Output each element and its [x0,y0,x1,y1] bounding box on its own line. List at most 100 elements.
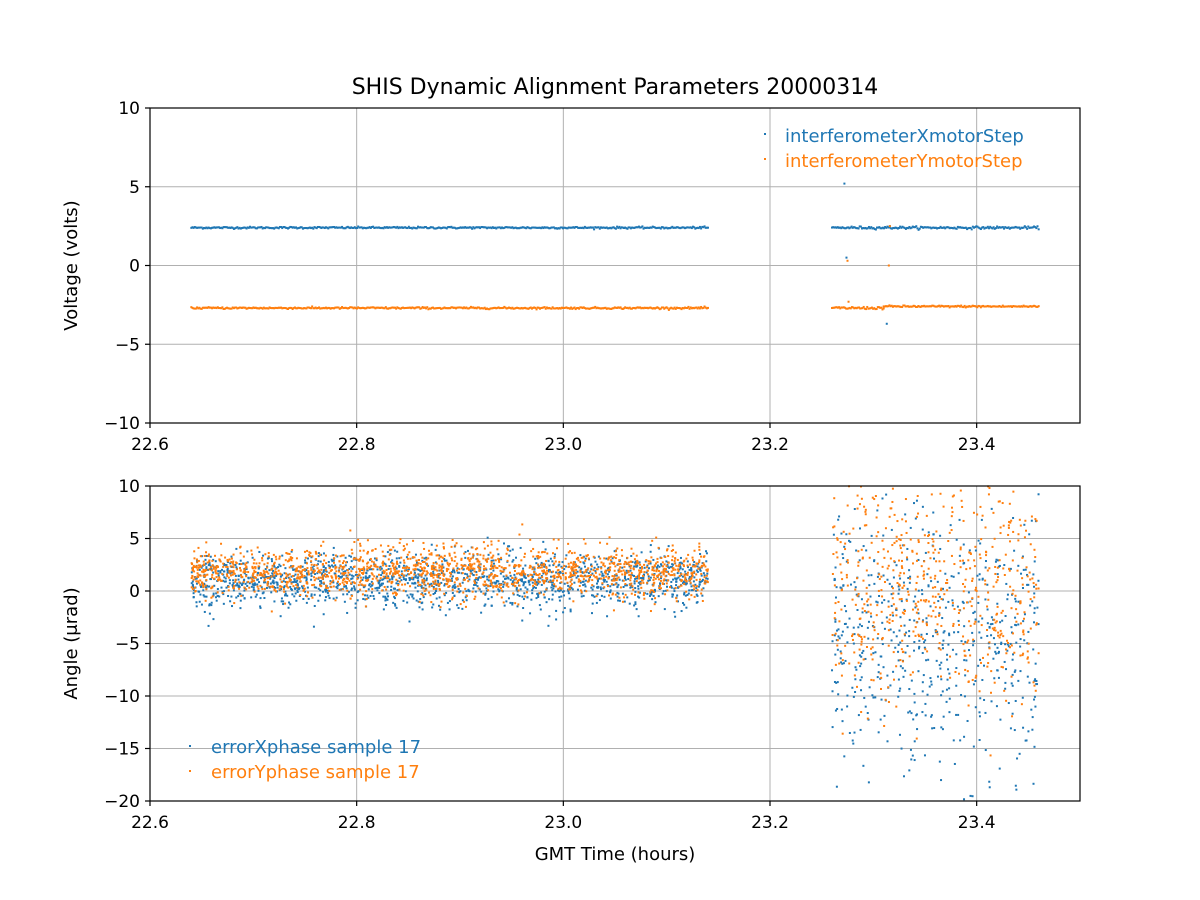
voltage-point-y [990,305,993,308]
angle-point-y [417,562,420,565]
angle-point-y [521,573,524,576]
angle-point-x [948,687,951,690]
angle-point-x [983,698,986,701]
voltage-point-y [650,307,653,310]
angle-point-x [909,526,912,529]
angle-point-x [1005,582,1008,585]
angle-point-y [623,596,626,599]
angle-point-y [425,558,428,561]
angle-point-x [212,592,215,595]
angle-point-x [634,577,637,580]
voltage-point-y [336,306,339,309]
angle-point-y [611,579,614,582]
angle-point-x [906,587,909,590]
angle-point-x [511,580,514,583]
angle-point-x [523,575,526,578]
angle-point-y [589,570,592,573]
angle-point-y [418,600,421,603]
voltage-point-y [255,307,258,310]
voltage-point-x [465,226,468,229]
angle-point-x [215,592,218,595]
voltage-point-x [394,226,397,229]
angle-point-y [426,562,429,565]
voltage-point-x [420,226,423,229]
angle-point-y [240,563,243,566]
angle-point-y [463,564,466,567]
angle-point-y [382,575,385,578]
voltage-point-y [524,306,527,309]
angle-point-y [433,583,436,586]
angle-point-y [197,566,200,569]
angle-point-x [453,594,456,597]
angle-point-y [511,576,514,579]
angle-point-x [597,566,600,569]
angle-point-y [421,556,424,559]
voltage-point-y [697,306,700,309]
angle-point-y [680,579,683,582]
angle-point-x [1021,555,1024,558]
angle-point-x [679,556,682,559]
voltage-point-x [448,226,451,229]
angle-point-x [466,575,469,578]
angle-point-x [354,602,357,605]
voltage-point-x [705,226,708,229]
angle-point-y [502,601,505,604]
angle-point-x [657,595,660,598]
angle-point-x [879,655,882,658]
angle-point-x [980,636,983,639]
voltage-point-y [413,307,416,310]
angle-point-x [655,566,658,569]
angle-point-y [215,572,218,575]
voltage-point-x [962,226,965,229]
angle-point-y [394,570,397,573]
angle-point-y [686,564,689,567]
angle-point-x [1006,598,1009,601]
angle-point-x [414,553,417,556]
angle-point-y [348,579,351,582]
angle-point-y [484,558,487,561]
angle-point-y [473,597,476,600]
angle-point-x [259,605,262,608]
voltage-point-y [515,306,518,309]
angle-point-x [330,564,333,567]
voltage-point-y [932,304,935,307]
angle-point-x [210,604,213,607]
angle-point-x [313,604,316,607]
voltage-point-y [501,307,504,310]
angle-point-y [685,590,688,593]
angle-point-y [537,554,540,557]
voltage-point-x [636,226,639,229]
angle-point-x [424,593,427,596]
angle-point-x [882,666,885,669]
angle-point-y [570,552,573,555]
angle-point-x [217,574,220,577]
voltage-point-y [376,306,379,309]
angle-point-x [1023,613,1026,616]
angle-point-y [306,567,309,570]
angle-point-y [700,555,703,558]
angle-point-x [375,559,378,562]
angle-point-y [259,584,262,587]
angle-point-y [345,581,348,584]
voltage-point-x [457,227,460,230]
voltage-point-x [509,226,512,229]
angle-point-x [343,600,346,603]
voltage-point-y [862,305,865,308]
voltage-point-x [947,226,950,229]
angle-point-x [387,568,390,571]
angle-point-x [840,532,843,535]
angle-point-y [347,571,350,574]
voltage-point-x [319,226,322,229]
angle-point-y [291,556,294,559]
angle-point-x [999,718,1002,721]
angle-point-y [425,563,428,566]
angle-point-x [1014,699,1017,702]
voltage-point-x [901,225,904,228]
angle-point-x [216,588,219,591]
angle-point-x [659,572,662,575]
angle-point-x [978,715,981,718]
voltage-point-y [954,305,957,308]
angle-point-y [338,588,341,591]
angle-point-x [276,583,279,586]
angle-point-x [679,561,682,564]
